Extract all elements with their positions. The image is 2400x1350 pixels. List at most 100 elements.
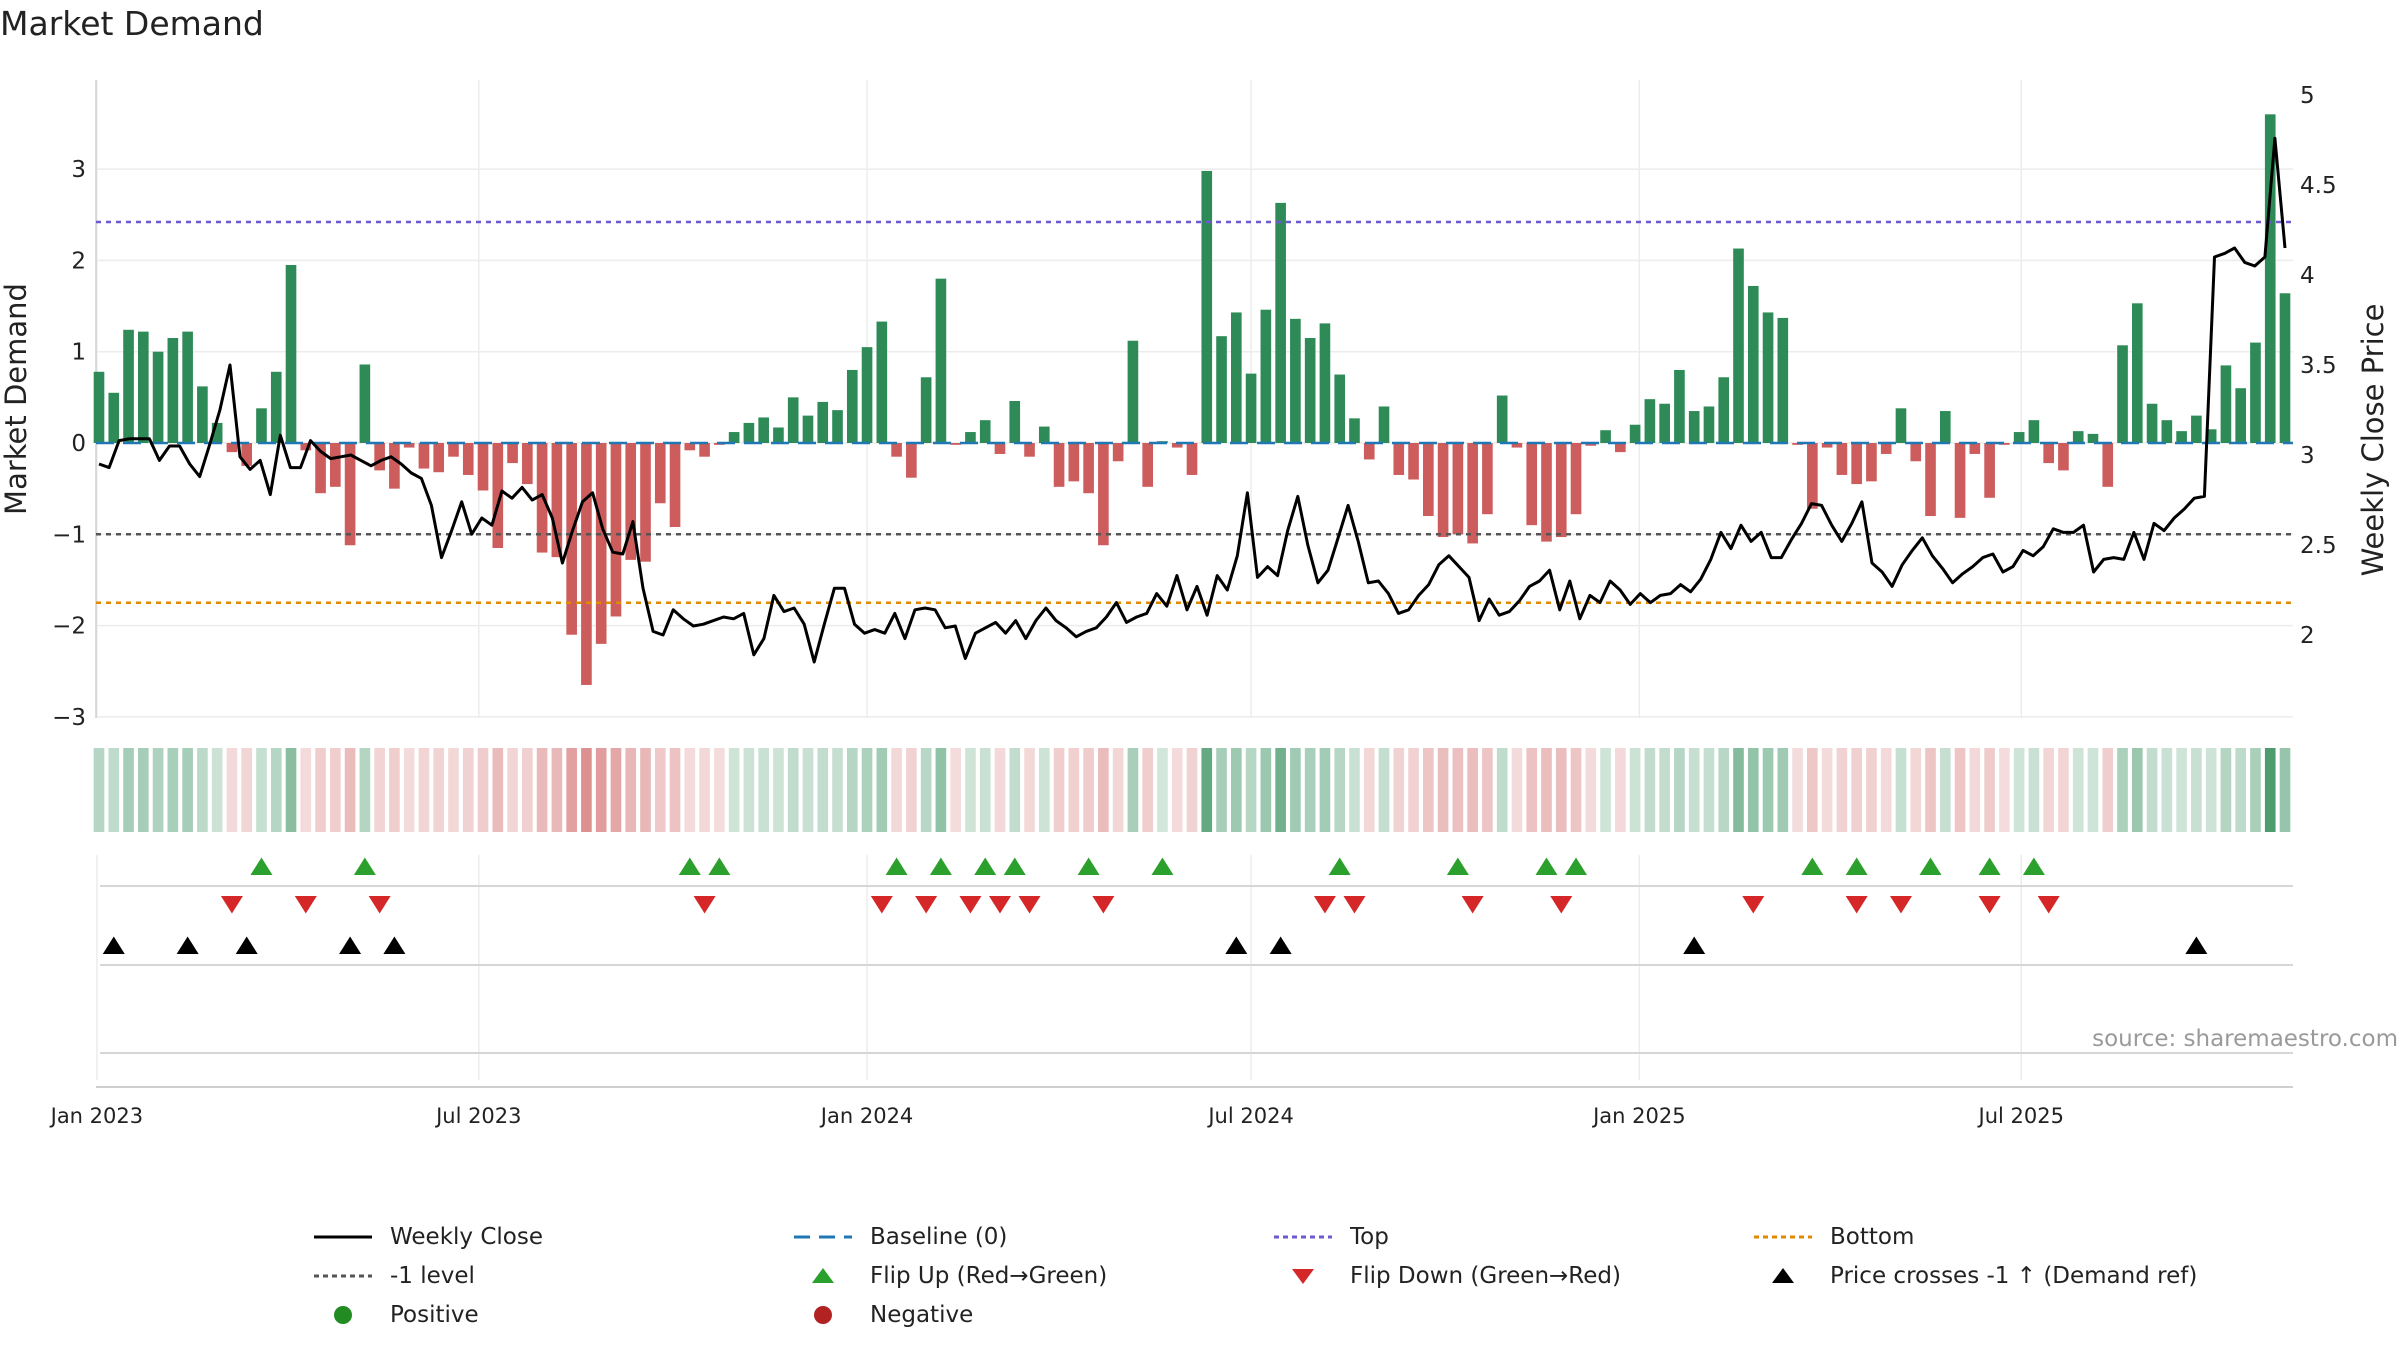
x-tick-label: Jul 2024	[1206, 1104, 1293, 1128]
demand-bar	[1629, 424, 1641, 443]
flip-down-marker	[915, 895, 938, 914]
heat-cell	[226, 748, 238, 832]
demand-bar	[1186, 443, 1198, 475]
heat-cell	[1910, 748, 1922, 832]
demand-bar	[1290, 318, 1301, 443]
demand-bar	[2043, 443, 2054, 464]
demand-bar	[1319, 323, 1331, 443]
heat-cell	[2250, 748, 2261, 832]
demand-bar	[1526, 443, 1538, 526]
demand-bar	[610, 443, 622, 617]
demand-bar	[2146, 403, 2158, 443]
demand-bar	[1009, 401, 1021, 443]
heat-cell	[330, 748, 341, 832]
heat-cell	[1304, 748, 1316, 832]
heat-cell	[1260, 748, 1272, 832]
y-left-tick-label: −3	[52, 705, 86, 731]
demand-bar	[640, 443, 651, 562]
heat-cell	[1600, 748, 1611, 832]
demand-bar	[979, 420, 991, 443]
heat-cell	[595, 748, 607, 832]
demand-bar	[1659, 403, 1670, 443]
heat-cell	[167, 748, 179, 832]
demand-bar	[1068, 443, 1080, 482]
demand-bar	[1866, 443, 1877, 482]
heat-cell	[2028, 748, 2040, 832]
heat-cell	[817, 748, 829, 832]
demand-bar	[935, 278, 947, 443]
y-right-tick-label: 4.5	[2300, 173, 2337, 199]
y-left-tick-label: 1	[71, 340, 86, 366]
reference-levels	[96, 220, 2293, 605]
demand-bar	[1925, 443, 1936, 517]
heat-cell	[197, 748, 208, 832]
heat-cell	[994, 748, 1006, 832]
demand-bar	[1777, 317, 1789, 443]
flip-down-marker	[870, 895, 893, 914]
heat-cell	[1378, 748, 1390, 832]
flip-up-marker	[2022, 857, 2045, 876]
heat-cell	[1570, 748, 1582, 832]
demand-bar	[2235, 388, 2247, 443]
heat-cell	[581, 748, 592, 832]
demand-bar	[595, 443, 607, 644]
flip-up-marker	[929, 857, 952, 876]
heat-cell	[1275, 748, 1286, 832]
flip-down-marker	[1550, 895, 1573, 914]
heat-cell	[1807, 748, 1818, 832]
heat-cell	[93, 748, 105, 832]
heat-cell	[2043, 748, 2054, 832]
flip-down-marker	[1343, 895, 1366, 914]
heat-cell	[1319, 748, 1331, 832]
heat-cell	[1629, 748, 1641, 832]
heat-cell	[1954, 748, 1966, 832]
heat-cell	[2191, 748, 2202, 832]
demand-bar	[1437, 443, 1449, 538]
demand-heat-strip	[93, 748, 2291, 832]
demand-bar	[551, 443, 563, 558]
heat-cell	[152, 748, 164, 832]
y-right-tick-label: 4	[2300, 263, 2315, 289]
heat-cell	[1349, 748, 1360, 832]
demand-bar	[1939, 411, 1951, 443]
demand-bar	[2220, 365, 2232, 443]
heat-cell	[684, 748, 696, 832]
grid	[95, 80, 2293, 1088]
demand-bar	[1024, 443, 1035, 457]
heat-cell	[1895, 748, 1907, 832]
y-left-tick-label: 2	[71, 248, 86, 274]
demand-bar	[817, 401, 829, 443]
demand-bar	[492, 443, 504, 548]
demand-bar	[1482, 443, 1493, 515]
heat-cell	[1541, 748, 1552, 832]
demand-bar	[773, 427, 784, 443]
heat-cell	[1334, 748, 1346, 832]
heat-cell	[1024, 748, 1035, 832]
demand-bar	[684, 443, 696, 451]
flip-down-marker	[959, 895, 982, 914]
flip-up-marker	[1845, 857, 1868, 876]
demand-bar	[270, 371, 282, 443]
heat-cell	[861, 748, 873, 832]
flip-up-marker	[678, 857, 701, 876]
demand-bar	[226, 443, 238, 453]
demand-bar	[1112, 443, 1124, 462]
flip-down-marker	[1313, 895, 1336, 914]
heat-cell	[965, 748, 976, 832]
heat-cell	[1880, 748, 1892, 832]
demand-bar	[330, 443, 341, 487]
heat-cell	[654, 748, 666, 832]
demand-bar	[2205, 429, 2217, 443]
heat-cell	[2072, 748, 2084, 832]
heat-cell	[1644, 748, 1656, 832]
demand-bar	[1733, 248, 1744, 443]
heat-cell	[270, 748, 282, 832]
heat-cell	[1452, 748, 1464, 832]
demand-bar	[2279, 293, 2291, 443]
demand-bar	[1053, 443, 1065, 487]
demand-bar	[2250, 342, 2261, 443]
demand-bar	[2131, 303, 2143, 443]
flip-down-marker	[220, 895, 243, 914]
price-cross-marker	[235, 936, 258, 955]
heat-cell	[1053, 748, 1065, 832]
